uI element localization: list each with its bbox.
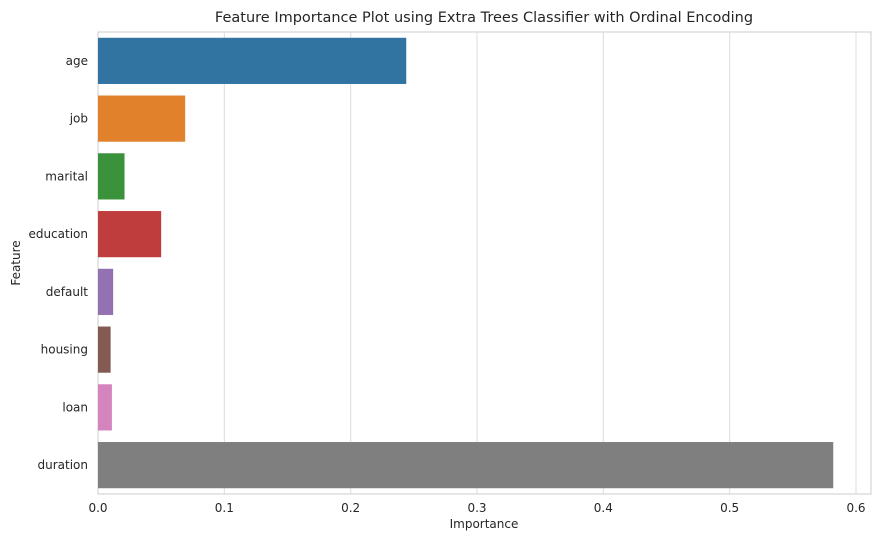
- y-axis-label: Feature: [9, 240, 23, 285]
- x-tick-label: 0.3: [467, 501, 486, 515]
- y-tick-label: duration: [38, 458, 89, 472]
- x-tick-label: 0.1: [215, 501, 234, 515]
- y-tick-label: education: [28, 227, 88, 241]
- x-axis-label: Importance: [450, 517, 519, 531]
- bar-age: [98, 37, 407, 84]
- bar-education: [98, 211, 162, 258]
- x-tick-label: 0.4: [594, 501, 613, 515]
- x-tick-label: 0.6: [846, 501, 865, 515]
- y-tick-label: age: [66, 54, 88, 68]
- y-tick-label: housing: [41, 343, 88, 357]
- y-tick-label: default: [46, 285, 89, 299]
- bar-duration: [98, 442, 834, 489]
- y-tick-labels: age job marital education default housing loan…: [28, 54, 88, 472]
- plot-area: [97, 31, 872, 495]
- bar-default: [98, 268, 114, 315]
- x-tick-label: 0.0: [88, 501, 107, 515]
- bar-marital: [98, 153, 125, 200]
- x-tick-label: 0.2: [341, 501, 360, 515]
- bar-job: [98, 95, 186, 142]
- y-tick-label: marital: [45, 169, 88, 183]
- bar-housing: [98, 326, 111, 373]
- y-tick-label: loan: [62, 400, 88, 414]
- y-tick-label: job: [69, 112, 88, 126]
- bar-loan: [98, 384, 112, 431]
- chart-title: Feature Importance Plot using Extra Tree…: [215, 10, 753, 26]
- bars: [98, 37, 834, 489]
- grid-lines: [223, 32, 857, 494]
- x-tick-labels: 0.0 0.1 0.2 0.3 0.4 0.5 0.6: [88, 501, 865, 515]
- x-tick-label: 0.5: [720, 501, 739, 515]
